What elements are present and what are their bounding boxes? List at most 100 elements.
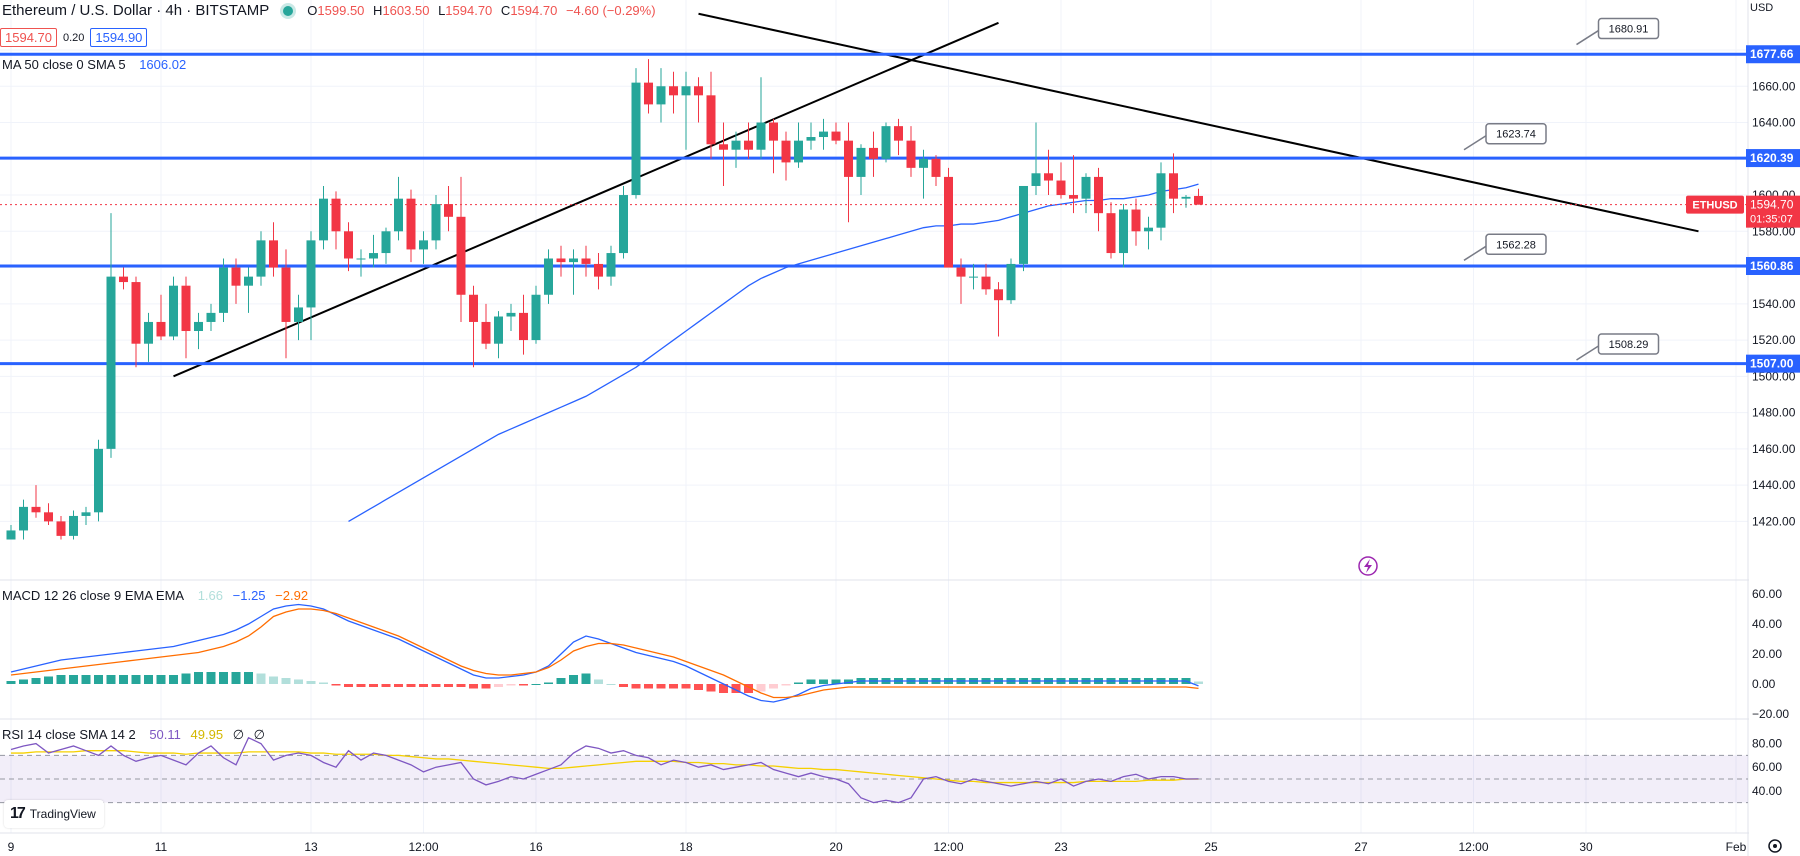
candle-body xyxy=(744,140,753,150)
support-resistance-levels[interactable] xyxy=(0,52,1748,366)
macd-hist-bar xyxy=(781,684,791,686)
macd-line xyxy=(10,603,1199,703)
candle-body xyxy=(981,276,991,290)
macd-hist-bar xyxy=(556,678,566,684)
macd-hist-bar xyxy=(144,675,153,684)
change-value: −4.60 (−0.29%) xyxy=(565,3,656,18)
candle xyxy=(519,294,528,355)
candle xyxy=(44,503,53,526)
candle xyxy=(1156,162,1166,241)
macd-hist-bar xyxy=(169,675,178,684)
candle-body xyxy=(631,82,641,196)
candle xyxy=(644,59,653,114)
symbol-tag-label: ETHUSD xyxy=(1692,200,1737,212)
macd-hist-bar xyxy=(406,684,416,687)
candle xyxy=(719,122,728,186)
candles xyxy=(6,59,1203,540)
macd-hist-bar xyxy=(156,675,166,684)
sell-price-button[interactable]: 1594.70 xyxy=(0,28,57,47)
macd-hist-bar xyxy=(756,684,766,692)
candle-body xyxy=(1069,195,1078,199)
candle xyxy=(56,515,66,540)
candle-body xyxy=(794,140,803,163)
tradingview-logo[interactable]: 17 TradingView xyxy=(4,800,104,828)
candle xyxy=(1094,167,1103,232)
time-tick: 27 xyxy=(1354,840,1368,854)
ma-legend[interactable]: MA 50 close 0 SMA 5 1606.02 xyxy=(2,57,186,72)
macd-hist-bar xyxy=(269,676,278,684)
candle-body xyxy=(731,140,741,150)
price-tick: 1640.00 xyxy=(1752,116,1796,130)
tradingview-mark-icon: 17 xyxy=(10,805,26,822)
macd-hist-bar xyxy=(131,675,141,684)
candle xyxy=(331,191,341,250)
candle-body xyxy=(656,86,666,105)
candle xyxy=(306,231,316,341)
candle xyxy=(1044,149,1053,196)
time-tick: 23 xyxy=(1054,840,1068,854)
candle xyxy=(656,68,666,123)
candle-body xyxy=(256,240,266,277)
callout-box xyxy=(1485,122,1547,145)
trendline-1 xyxy=(173,21,999,378)
macd-hist-bar xyxy=(669,684,678,689)
gear-hub xyxy=(1773,844,1777,848)
candle-body xyxy=(419,240,428,250)
rsi-legend[interactable]: RSI 14 close SMA 14 2 50.11 49.95 ∅ ∅ xyxy=(2,727,265,743)
rsi-extra-1: ∅ xyxy=(232,727,245,742)
candle xyxy=(869,131,878,177)
candle-body xyxy=(281,267,291,322)
candle xyxy=(919,149,928,199)
price-callouts[interactable]: 1680.91 1623.74 1562.28 1508.29 xyxy=(1463,17,1660,361)
rsi-sma-value: 49.95 xyxy=(190,727,224,742)
price-tick: 1420.00 xyxy=(1752,514,1796,528)
macd-hist-bar xyxy=(344,684,353,687)
macd-signal-line xyxy=(10,608,1199,699)
rsi-pane xyxy=(10,736,1199,804)
candle xyxy=(169,276,178,341)
macd-hist-bar xyxy=(181,673,191,684)
macd-legend[interactable]: MACD 12 26 close 9 EMA EMA 1.66 −1.25 −2… xyxy=(2,588,308,603)
candle xyxy=(994,282,1003,337)
candle-body xyxy=(956,267,966,277)
macd-hist-bar xyxy=(581,673,591,684)
symbol-title[interactable]: Ethereum / U.S. Dollar · 4h · BITSTAMP xyxy=(2,2,270,19)
buy-price-button[interactable]: 1594.90 xyxy=(90,28,148,47)
candle-body xyxy=(1169,173,1178,199)
candle xyxy=(1181,195,1191,208)
candle-body xyxy=(1119,209,1128,254)
price-axis[interactable]: USD1420.001440.001460.001480.001500.0015… xyxy=(1358,0,1800,856)
candle xyxy=(1081,173,1091,214)
candle xyxy=(781,131,791,181)
candle xyxy=(856,144,866,196)
macd-hist-bar xyxy=(381,684,391,687)
candle-body xyxy=(1156,173,1166,228)
candle-body xyxy=(706,95,716,145)
time-tick: 25 xyxy=(1204,840,1218,854)
candle xyxy=(494,311,503,359)
time-tick: 18 xyxy=(679,840,693,854)
callout-pointer xyxy=(1576,345,1599,361)
candle xyxy=(69,510,78,540)
candle-body xyxy=(456,216,466,295)
candle xyxy=(94,439,103,522)
candle xyxy=(794,122,803,168)
time-axis[interactable]: 9 11 13 12:00 16 18 20 12:00 23 25 27 12:00 30 Feb xyxy=(8,839,1782,854)
macd-hist-bar xyxy=(569,675,578,684)
candle xyxy=(744,122,753,159)
candle xyxy=(831,122,841,145)
macd-hist-bar xyxy=(81,675,91,684)
candle-body xyxy=(81,512,91,516)
macd-hist-bar xyxy=(44,676,53,684)
macd-hist-bar xyxy=(106,675,116,684)
candle-body xyxy=(669,86,678,96)
candle-body xyxy=(694,86,703,96)
candle xyxy=(1169,153,1178,214)
candle xyxy=(181,276,191,359)
candle-body xyxy=(394,198,403,232)
candle xyxy=(6,525,16,540)
candle xyxy=(319,185,328,250)
macd-hist-bar xyxy=(794,682,803,684)
time-tick: Feb xyxy=(1726,840,1747,854)
